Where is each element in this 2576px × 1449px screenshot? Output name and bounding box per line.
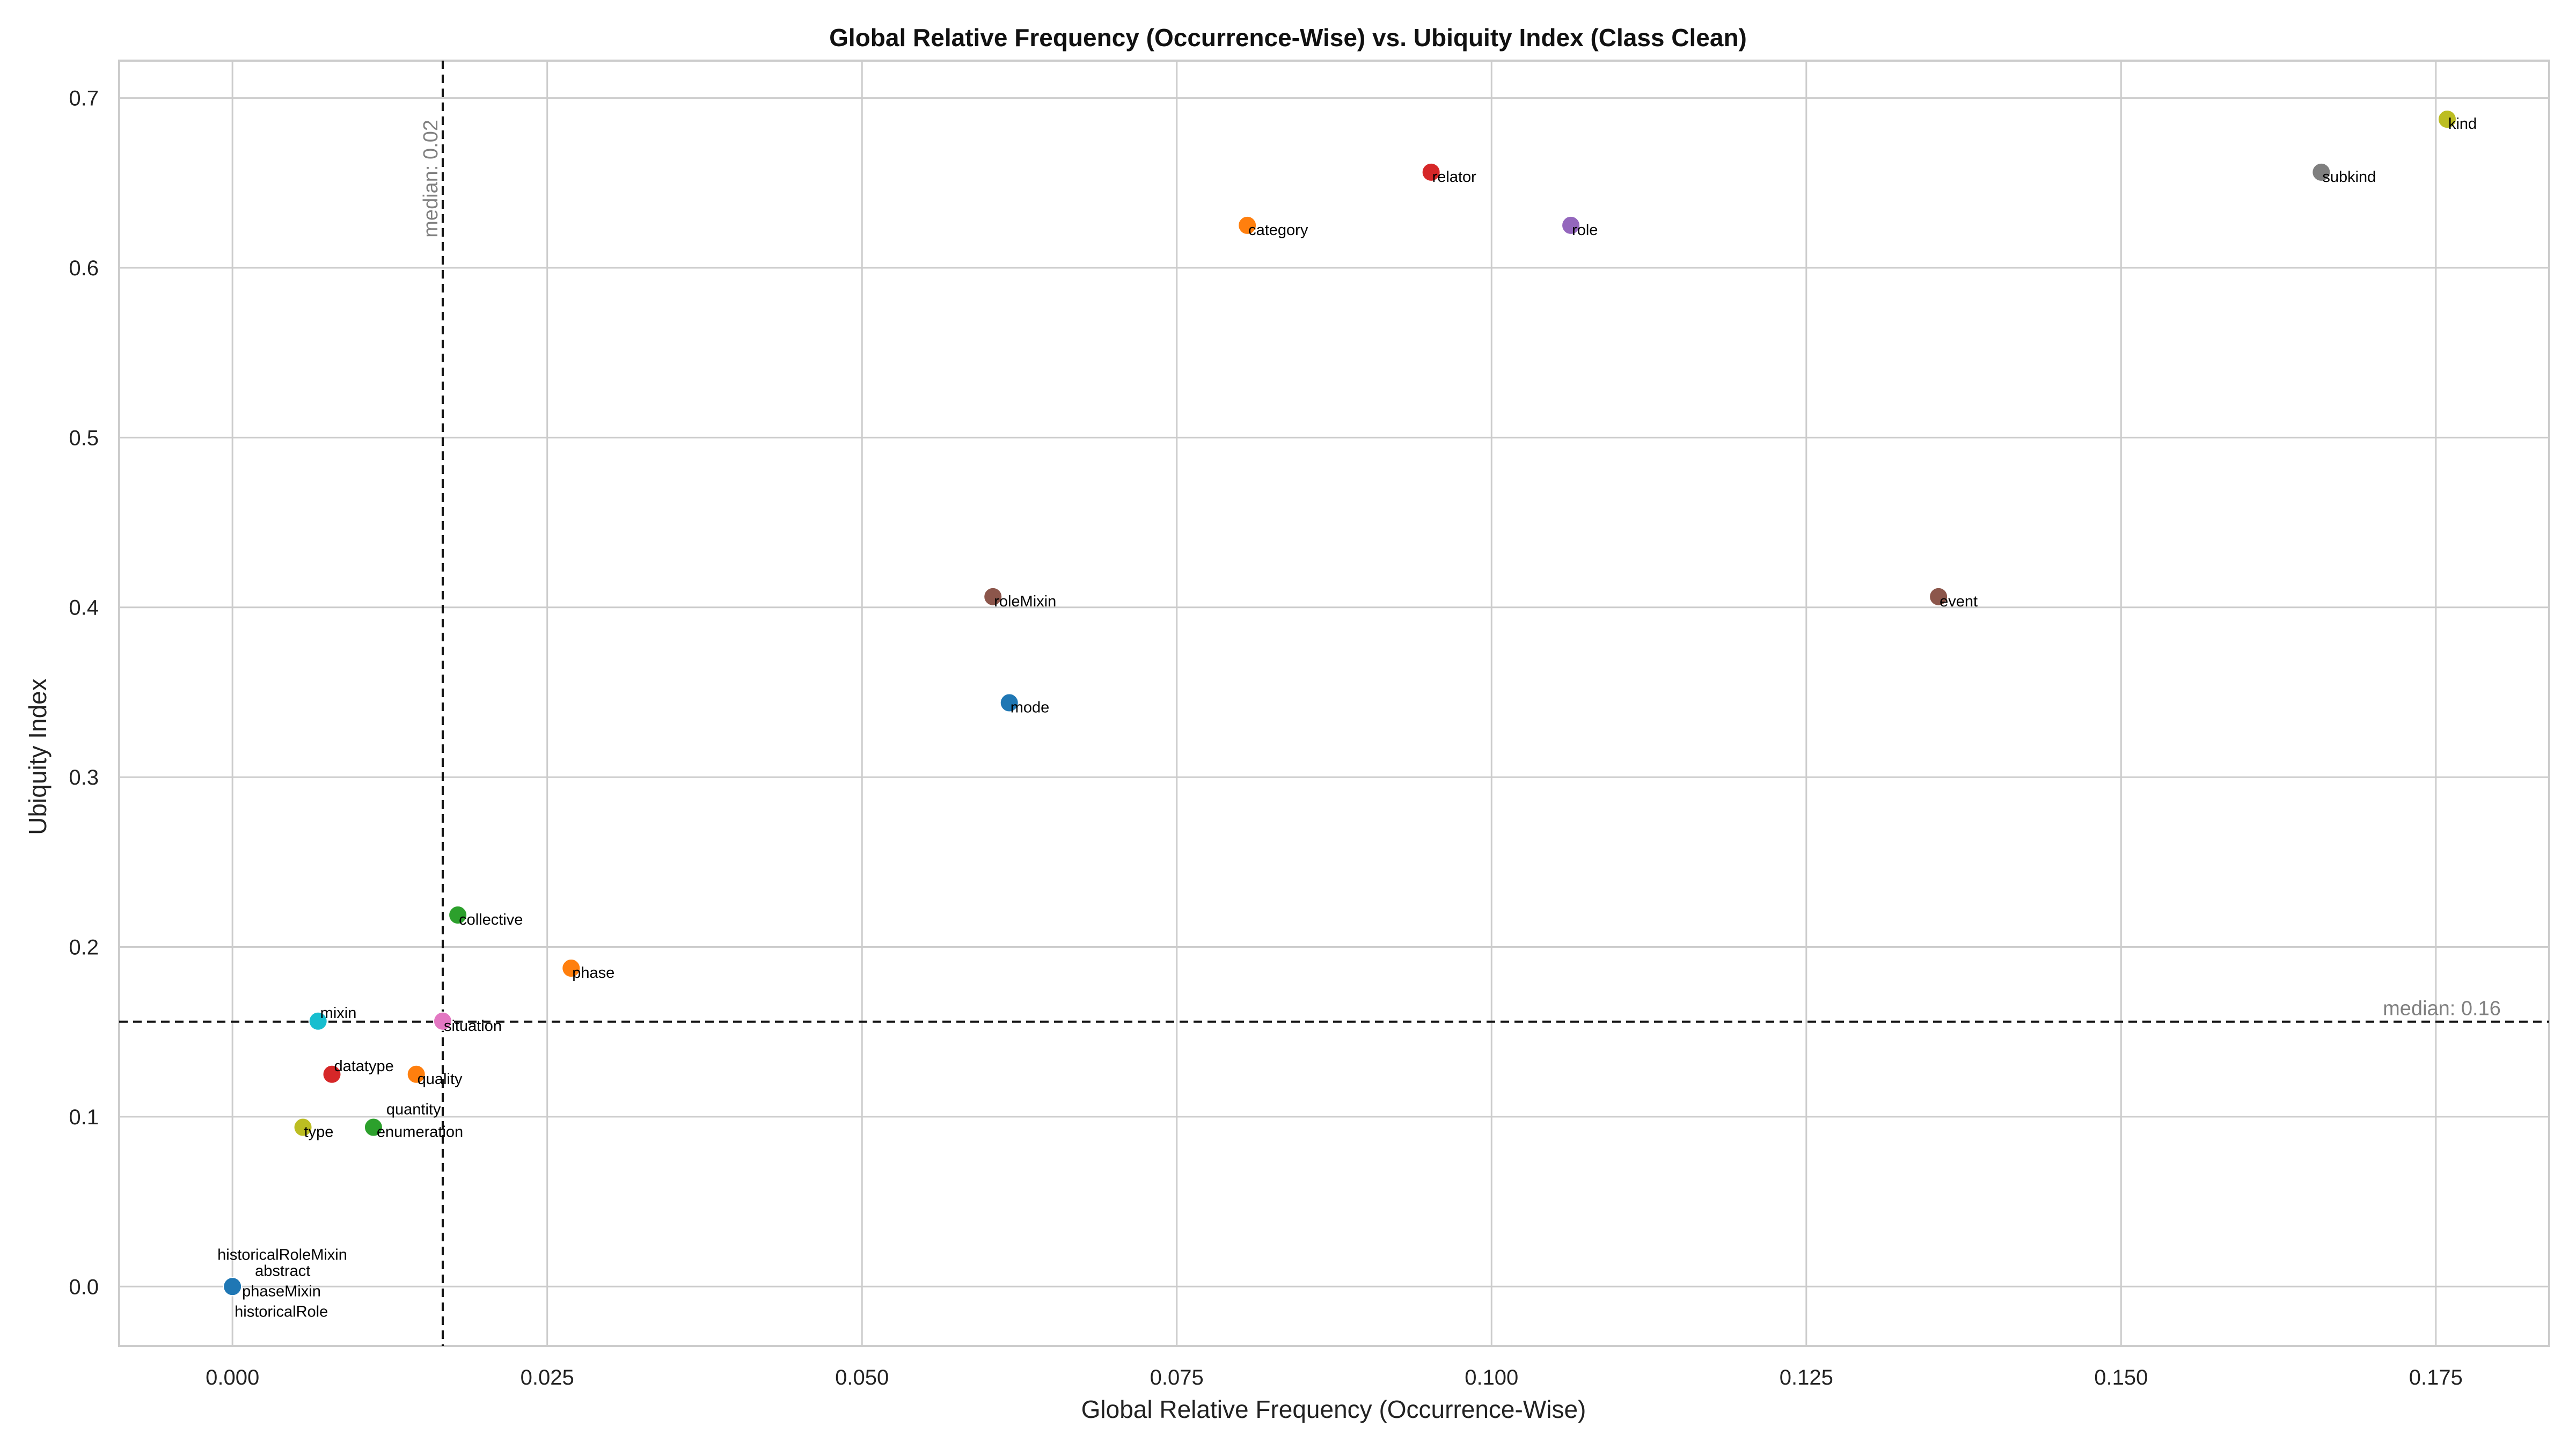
data-point-quantity [363, 1117, 383, 1137]
y-tick-label: 0.4 [69, 596, 99, 620]
x-tick-label: 0.150 [2094, 1366, 2148, 1389]
point-label-historicalRoleMixin: historicalRoleMixin [217, 1246, 347, 1263]
point-label-phase: phase [572, 964, 614, 982]
point-label-role: role [1572, 222, 1598, 239]
x-tick-label: 0.175 [2409, 1366, 2463, 1389]
point-label-historicalRole: historicalRole [235, 1303, 328, 1320]
point-label-relator: relator [1432, 169, 1477, 186]
point-label-roleMixin: roleMixin [994, 593, 1056, 610]
x-tick-label: 0.050 [835, 1366, 889, 1389]
point-label-abstract: abstract [255, 1262, 310, 1279]
point-labels: kind subkind relator role category roleMixin e… [217, 115, 2477, 1320]
point-label-quantity: quantity [386, 1101, 441, 1118]
point-label-category: category [1248, 222, 1308, 239]
data-point-type [293, 1117, 313, 1137]
data-point-subkind [2311, 162, 2331, 182]
y-tick-label: 0.6 [69, 257, 99, 280]
x-tick-label: 0.100 [1465, 1366, 1518, 1389]
x-tick-label: 0.125 [1780, 1366, 1833, 1389]
y-median-label: median: 0.16 [2383, 998, 2501, 1020]
grid [119, 61, 2549, 1346]
median-lines: median: 0.02 median: 0.16 [119, 61, 2549, 1346]
point-label-datatype: datatype [334, 1058, 393, 1075]
y-tick-labels: 0.0 0.1 0.2 0.3 0.4 0.5 0.6 0.7 [69, 87, 99, 1299]
x-median-label: median: 0.02 [420, 120, 442, 238]
data-point-mode [999, 693, 1019, 713]
x-tick-label: 0.025 [521, 1366, 574, 1389]
point-label-kind: kind [2448, 115, 2477, 133]
y-tick-label: 0.3 [69, 766, 99, 789]
point-label-mode: mode [1011, 699, 1050, 716]
point-label-phaseMixin: phaseMixin [242, 1283, 321, 1300]
data-point-role [1561, 215, 1581, 235]
y-tick-label: 0.2 [69, 936, 99, 960]
x-tick-labels: 0.000 0.025 0.050 0.075 0.100 0.125 0.150 0.175 [206, 1366, 2463, 1389]
point-label-mixin: mixin [320, 1005, 357, 1022]
point-label-event: event [1940, 593, 1978, 610]
y-tick-label: 0.5 [69, 426, 99, 450]
data-point-mixin [308, 1011, 328, 1031]
data-point-datatype [322, 1064, 342, 1084]
data-points [223, 109, 2457, 1297]
data-point-historicalRole [223, 1277, 243, 1297]
point-label-type: type [304, 1124, 334, 1141]
x-axis-label: Global Relative Frequency (Occurrence-Wi… [1081, 1395, 1586, 1423]
point-label-situation: situation [444, 1018, 502, 1035]
data-point-event [1929, 587, 1949, 606]
chart-title: Global Relative Frequency (Occurrence-Wi… [829, 24, 1747, 52]
data-point-kind [2437, 109, 2457, 129]
data-point-relator [1421, 162, 1441, 182]
y-tick-label: 0.1 [69, 1106, 99, 1129]
x-tick-label: 0.075 [1150, 1366, 1204, 1389]
point-label-quality: quality [418, 1071, 463, 1088]
point-label-collective: collective [459, 911, 523, 928]
data-point-phase [561, 958, 581, 978]
data-point-collective [448, 905, 468, 925]
point-label-enumeration: enumeration [377, 1124, 463, 1141]
y-axis-label: Ubiquity Index [24, 678, 52, 835]
data-point-category [1238, 215, 1257, 235]
data-point-situation [433, 1011, 452, 1031]
data-point-quality [406, 1064, 426, 1084]
point-label-subkind: subkind [2322, 169, 2376, 186]
y-tick-label: 0.7 [69, 87, 99, 111]
data-point-roleMixin [983, 587, 1003, 606]
y-tick-label: 0.0 [69, 1275, 99, 1299]
plot-frame [118, 60, 2550, 1347]
x-tick-label: 0.000 [206, 1366, 259, 1389]
